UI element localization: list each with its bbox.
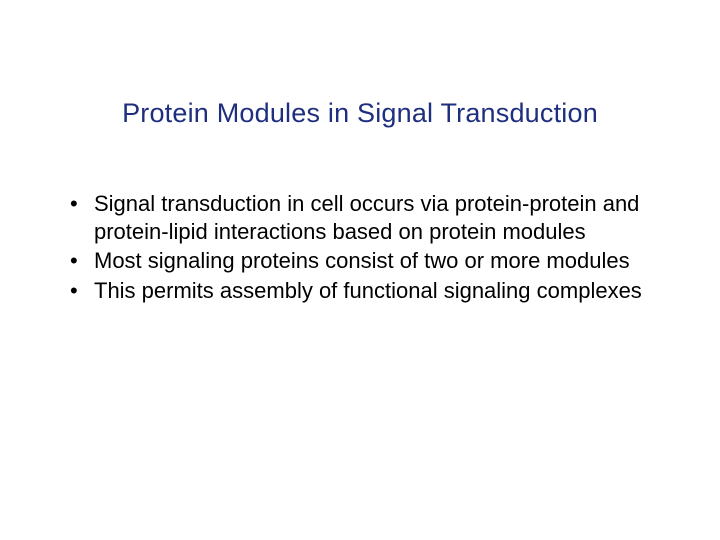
slide-title: Protein Modules in Signal Transduction <box>0 98 720 129</box>
slide-body: Signal transduction in cell occurs via p… <box>68 190 664 306</box>
list-item: Most signaling proteins consist of two o… <box>68 247 664 275</box>
slide: Protein Modules in Signal Transduction S… <box>0 0 720 540</box>
list-item: This permits assembly of functional sign… <box>68 277 664 305</box>
bullet-list: Signal transduction in cell occurs via p… <box>68 190 664 304</box>
list-item: Signal transduction in cell occurs via p… <box>68 190 664 245</box>
